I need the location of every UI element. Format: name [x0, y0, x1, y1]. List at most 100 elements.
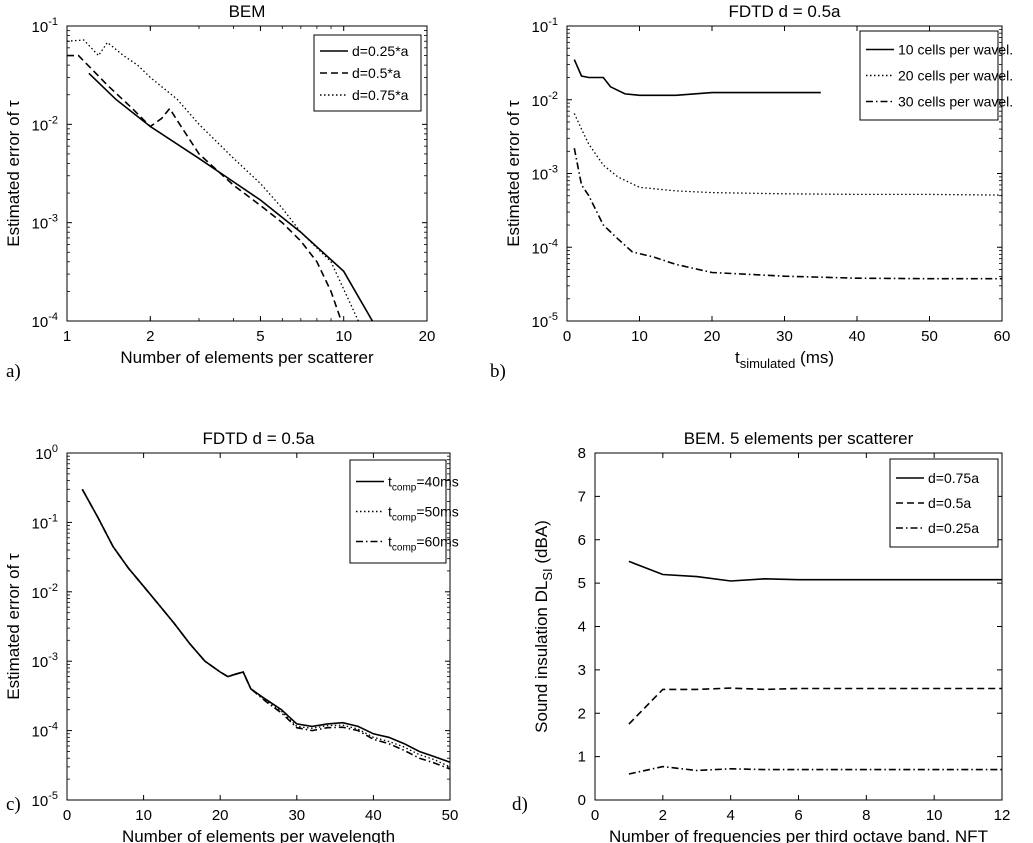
y-axis-label: Estimated error of τ	[4, 553, 23, 700]
y-tick-exponent: -1	[48, 512, 58, 524]
y-tick-label: 10-5	[32, 790, 58, 810]
legend-label-1: d=0.75a	[928, 470, 979, 486]
y-tick-base: 10	[32, 724, 49, 741]
x-axis-label: Number of elements per scatterer	[120, 348, 374, 367]
legend-label-subscript: comp	[392, 543, 417, 554]
series-line-3	[573, 148, 1002, 280]
y-tick-label: 0	[578, 792, 586, 809]
y-tick-base: 10	[35, 446, 52, 463]
y-tick-exponent: -5	[548, 311, 558, 323]
series-group	[67, 39, 374, 321]
legend-label-main: t	[388, 534, 392, 550]
y-tick-label: 10-3	[32, 651, 58, 671]
x-tick-label: 12	[994, 807, 1011, 824]
x-tick-label: 2	[146, 328, 154, 345]
y-tick-label: 10-2	[32, 582, 58, 602]
legend-label-3: d=0.25a	[928, 520, 979, 536]
legend-label-2: 20 cells per wavel.	[898, 68, 1013, 84]
series-line-2	[628, 687, 1002, 725]
legend-label-tail: =60ms	[416, 534, 458, 550]
y-tick-label: 4	[578, 619, 586, 636]
y-tick-exponent: -4	[48, 721, 58, 733]
legend-label-2: d=0.5*a	[352, 65, 401, 81]
x-tick-label: 20	[419, 328, 436, 345]
y-tick-exponent: -3	[548, 164, 558, 176]
legend-label-1: d=0.25*a	[352, 43, 409, 59]
legend-label-1: tcomp=40ms	[388, 474, 459, 494]
y-tick-exponent: -3	[48, 213, 58, 225]
y-tick-base: 10	[32, 793, 49, 810]
series-line-1	[628, 560, 1002, 582]
legend-label-2: tcomp=50ms	[388, 504, 459, 524]
x-tick-label: 40	[365, 807, 382, 824]
y-tick-label: 5	[578, 575, 586, 592]
y-tick-label: 10-3	[32, 213, 58, 233]
x-label-tail: (ms)	[795, 348, 834, 367]
x-tick-label: 10	[335, 328, 352, 345]
y-tick-label: 10-4	[32, 311, 58, 331]
y-tick-exponent: -2	[548, 90, 558, 102]
legend-label-main: t	[388, 474, 392, 490]
series-line-1	[81, 488, 450, 763]
x-axis-label: tsimulated (ms)	[735, 348, 834, 371]
legend-label-subscript: comp	[392, 483, 417, 494]
x-tick-label: 1	[63, 328, 71, 345]
x-label-main: t	[735, 348, 740, 367]
x-axis-label: Number of elements per wavelength	[122, 827, 395, 843]
y-tick-label: 10-3	[532, 164, 558, 184]
y-tick-label: 10-4	[32, 721, 58, 741]
series-line-1	[573, 59, 821, 97]
y-tick-base: 10	[32, 585, 49, 602]
y-tick-base: 10	[32, 216, 49, 233]
x-tick-label: 2	[659, 807, 667, 824]
x-tick-label: 5	[256, 328, 264, 345]
x-tick-label: 30	[288, 807, 305, 824]
y-tick-label: 3	[578, 662, 586, 679]
axes-frame	[66, 25, 428, 322]
y-label-tail: (dBA)	[532, 520, 551, 568]
y-tick-exponent: -5	[48, 790, 58, 802]
x-tick-label: 20	[212, 807, 229, 824]
y-label-main: Sound insulation DL	[532, 581, 551, 733]
y-tick-base: 10	[532, 314, 549, 331]
y-tick-exponent: 0	[52, 443, 58, 455]
series-line-3	[67, 39, 359, 321]
x-tick-label: 50	[442, 807, 459, 824]
y-tick-label: 10-2	[532, 90, 558, 110]
y-tick-base: 10	[532, 167, 549, 184]
y-tick-base: 10	[32, 654, 49, 671]
x-tick-label: 40	[849, 328, 866, 345]
panel-letter: b)	[490, 361, 506, 382]
y-tick-label: 10-5	[532, 311, 558, 331]
y-tick-base: 10	[32, 515, 49, 532]
series-group	[573, 59, 1002, 280]
x-tick-label: 8	[862, 807, 870, 824]
series-line-3	[628, 765, 1002, 775]
legend-label-tail: =50ms	[416, 504, 458, 520]
y-tick-label: 10-1	[32, 512, 58, 532]
panel-letter: d)	[512, 794, 528, 815]
x-tick-label: 0	[63, 807, 71, 824]
x-label-subscript: simulated	[740, 356, 796, 371]
y-tick-label: 7	[578, 488, 586, 505]
series-line-1	[88, 72, 374, 321]
y-tick-label: 1	[578, 749, 586, 766]
y-tick-label: 100	[35, 443, 58, 463]
legend: 10 cells per wavel. 20 cells per wavel. 30…	[859, 30, 1013, 121]
y-tick-base: 10	[532, 240, 549, 257]
chart-title: BEM	[229, 2, 266, 21]
x-tick-label: 0	[563, 328, 571, 345]
chart-title: FDTD d = 0.5a	[203, 429, 316, 448]
x-tick-label: 10	[631, 328, 648, 345]
legend-label-main: t	[388, 504, 392, 520]
series-group	[81, 488, 450, 770]
legend: d=0.75a d=0.5a d=0.25a	[889, 458, 999, 548]
legend-label-3: tcomp=60ms	[388, 534, 459, 554]
x-tick-label: 60	[994, 328, 1011, 345]
x-tick-label: 4	[726, 807, 734, 824]
